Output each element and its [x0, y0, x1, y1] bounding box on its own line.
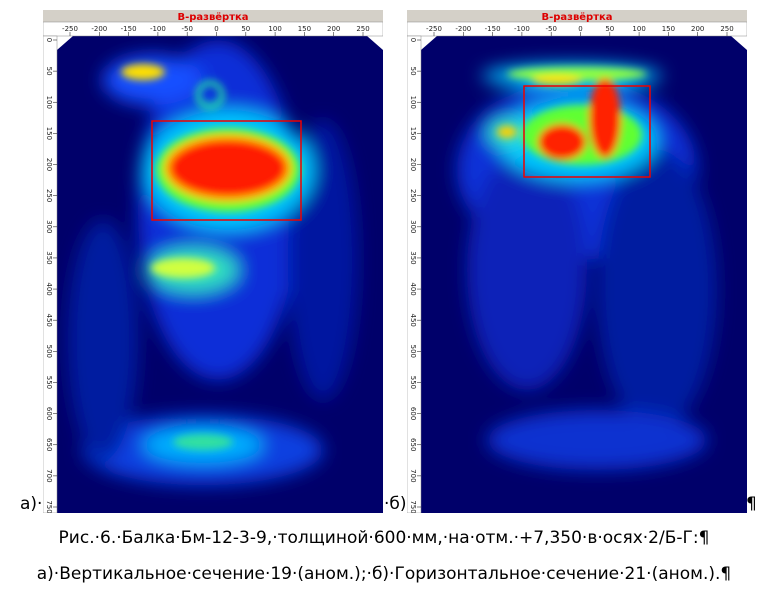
- y-tick-label: 300: [45, 220, 53, 233]
- y-ruler: [43, 35, 58, 513]
- y-tick-label: 650: [409, 438, 417, 451]
- x-ruler: [43, 21, 383, 37]
- y-tick-label: 100: [409, 96, 417, 109]
- y-tick-label: 600: [45, 407, 53, 420]
- y-tick-label: 750: [409, 500, 417, 513]
- scan-panel: В-развёртка -250 -200 -150 -100 -50 0 50 100 150 2…: [407, 10, 747, 513]
- y-tick-label: 750: [45, 500, 53, 513]
- anomaly-box: [523, 85, 651, 178]
- x-ruler: [407, 21, 747, 37]
- y-tick-label: 300: [409, 220, 417, 233]
- x-tick-label: -200: [455, 25, 471, 33]
- y-tick-label: 0: [409, 38, 417, 42]
- y-tick-label: 200: [409, 158, 417, 171]
- x-tick-label: 200: [327, 25, 340, 33]
- anomaly-box: [151, 120, 302, 221]
- y-tick-label: 700: [409, 469, 417, 482]
- y-tick-label: 550: [45, 376, 53, 389]
- x-tick-label: -50: [545, 25, 556, 33]
- panel-title: В-развёртка: [177, 11, 248, 23]
- y-ruler: [407, 35, 422, 513]
- x-tick-label: -150: [121, 25, 137, 33]
- y-tick-label: 450: [409, 314, 417, 327]
- x-tick-label: -250: [426, 25, 442, 33]
- y-tick-label: 450: [45, 314, 53, 327]
- x-tick-label: 150: [662, 25, 675, 33]
- panel-label: ·б): [384, 494, 407, 514]
- pilcrow: ¶: [746, 494, 757, 514]
- x-tick-label: 0: [578, 25, 582, 33]
- y-tick-label: 550: [409, 376, 417, 389]
- x-tick-label: -200: [91, 25, 107, 33]
- y-tick-label: 150: [45, 127, 53, 140]
- x-tick-label: -150: [485, 25, 501, 33]
- header-bar: [43, 10, 383, 22]
- panel-title: В-развёртка: [541, 11, 612, 23]
- x-tick-label: -100: [150, 25, 166, 33]
- y-tick-label: 600: [409, 407, 417, 420]
- header-bar: [407, 10, 747, 22]
- y-tick-label: 350: [409, 251, 417, 264]
- y-tick-label: 250: [45, 189, 53, 202]
- x-tick-label: 250: [720, 25, 733, 33]
- caption: а)·Вертикальное·сечение·19·(аном.);·б)·Г…: [36, 564, 732, 584]
- y-tick-label: 500: [45, 345, 53, 358]
- heatmap: [457, 64, 717, 470]
- x-tick-label: 0: [214, 25, 218, 33]
- scan-panel: В-развёртка -250 -200 -150 -100 -50 0 50 100 150 2…: [43, 10, 383, 513]
- x-tick-label: 100: [268, 25, 281, 33]
- y-tick-label: 250: [409, 189, 417, 202]
- y-tick-label: 200: [45, 158, 53, 171]
- x-tick-label: -50: [181, 25, 192, 33]
- heatmap: [68, 40, 358, 485]
- caption: Рис.·6.·Балка·Бм-12-3-9,·толщиной·600·мм…: [58, 528, 710, 548]
- y-tick-label: 50: [45, 67, 53, 76]
- x-tick-label: -100: [514, 25, 530, 33]
- y-tick-label: 400: [45, 282, 53, 295]
- x-tick-label: 50: [605, 25, 614, 33]
- y-tick-label: 100: [45, 96, 53, 109]
- x-tick-label: 50: [241, 25, 250, 33]
- x-tick-label: 200: [691, 25, 704, 33]
- x-tick-label: 250: [356, 25, 369, 33]
- y-tick-label: 500: [409, 345, 417, 358]
- y-tick-label: 150: [409, 127, 417, 140]
- x-tick-label: 150: [298, 25, 311, 33]
- x-tick-label: -250: [62, 25, 78, 33]
- y-tick-label: 50: [409, 67, 417, 76]
- y-tick-label: 400: [409, 282, 417, 295]
- y-tick-label: 700: [45, 469, 53, 482]
- y-tick-label: 0: [45, 38, 53, 42]
- x-tick-label: 100: [632, 25, 645, 33]
- panel-label: а)·: [20, 494, 43, 514]
- y-tick-label: 650: [45, 438, 53, 451]
- y-tick-label: 350: [45, 251, 53, 264]
